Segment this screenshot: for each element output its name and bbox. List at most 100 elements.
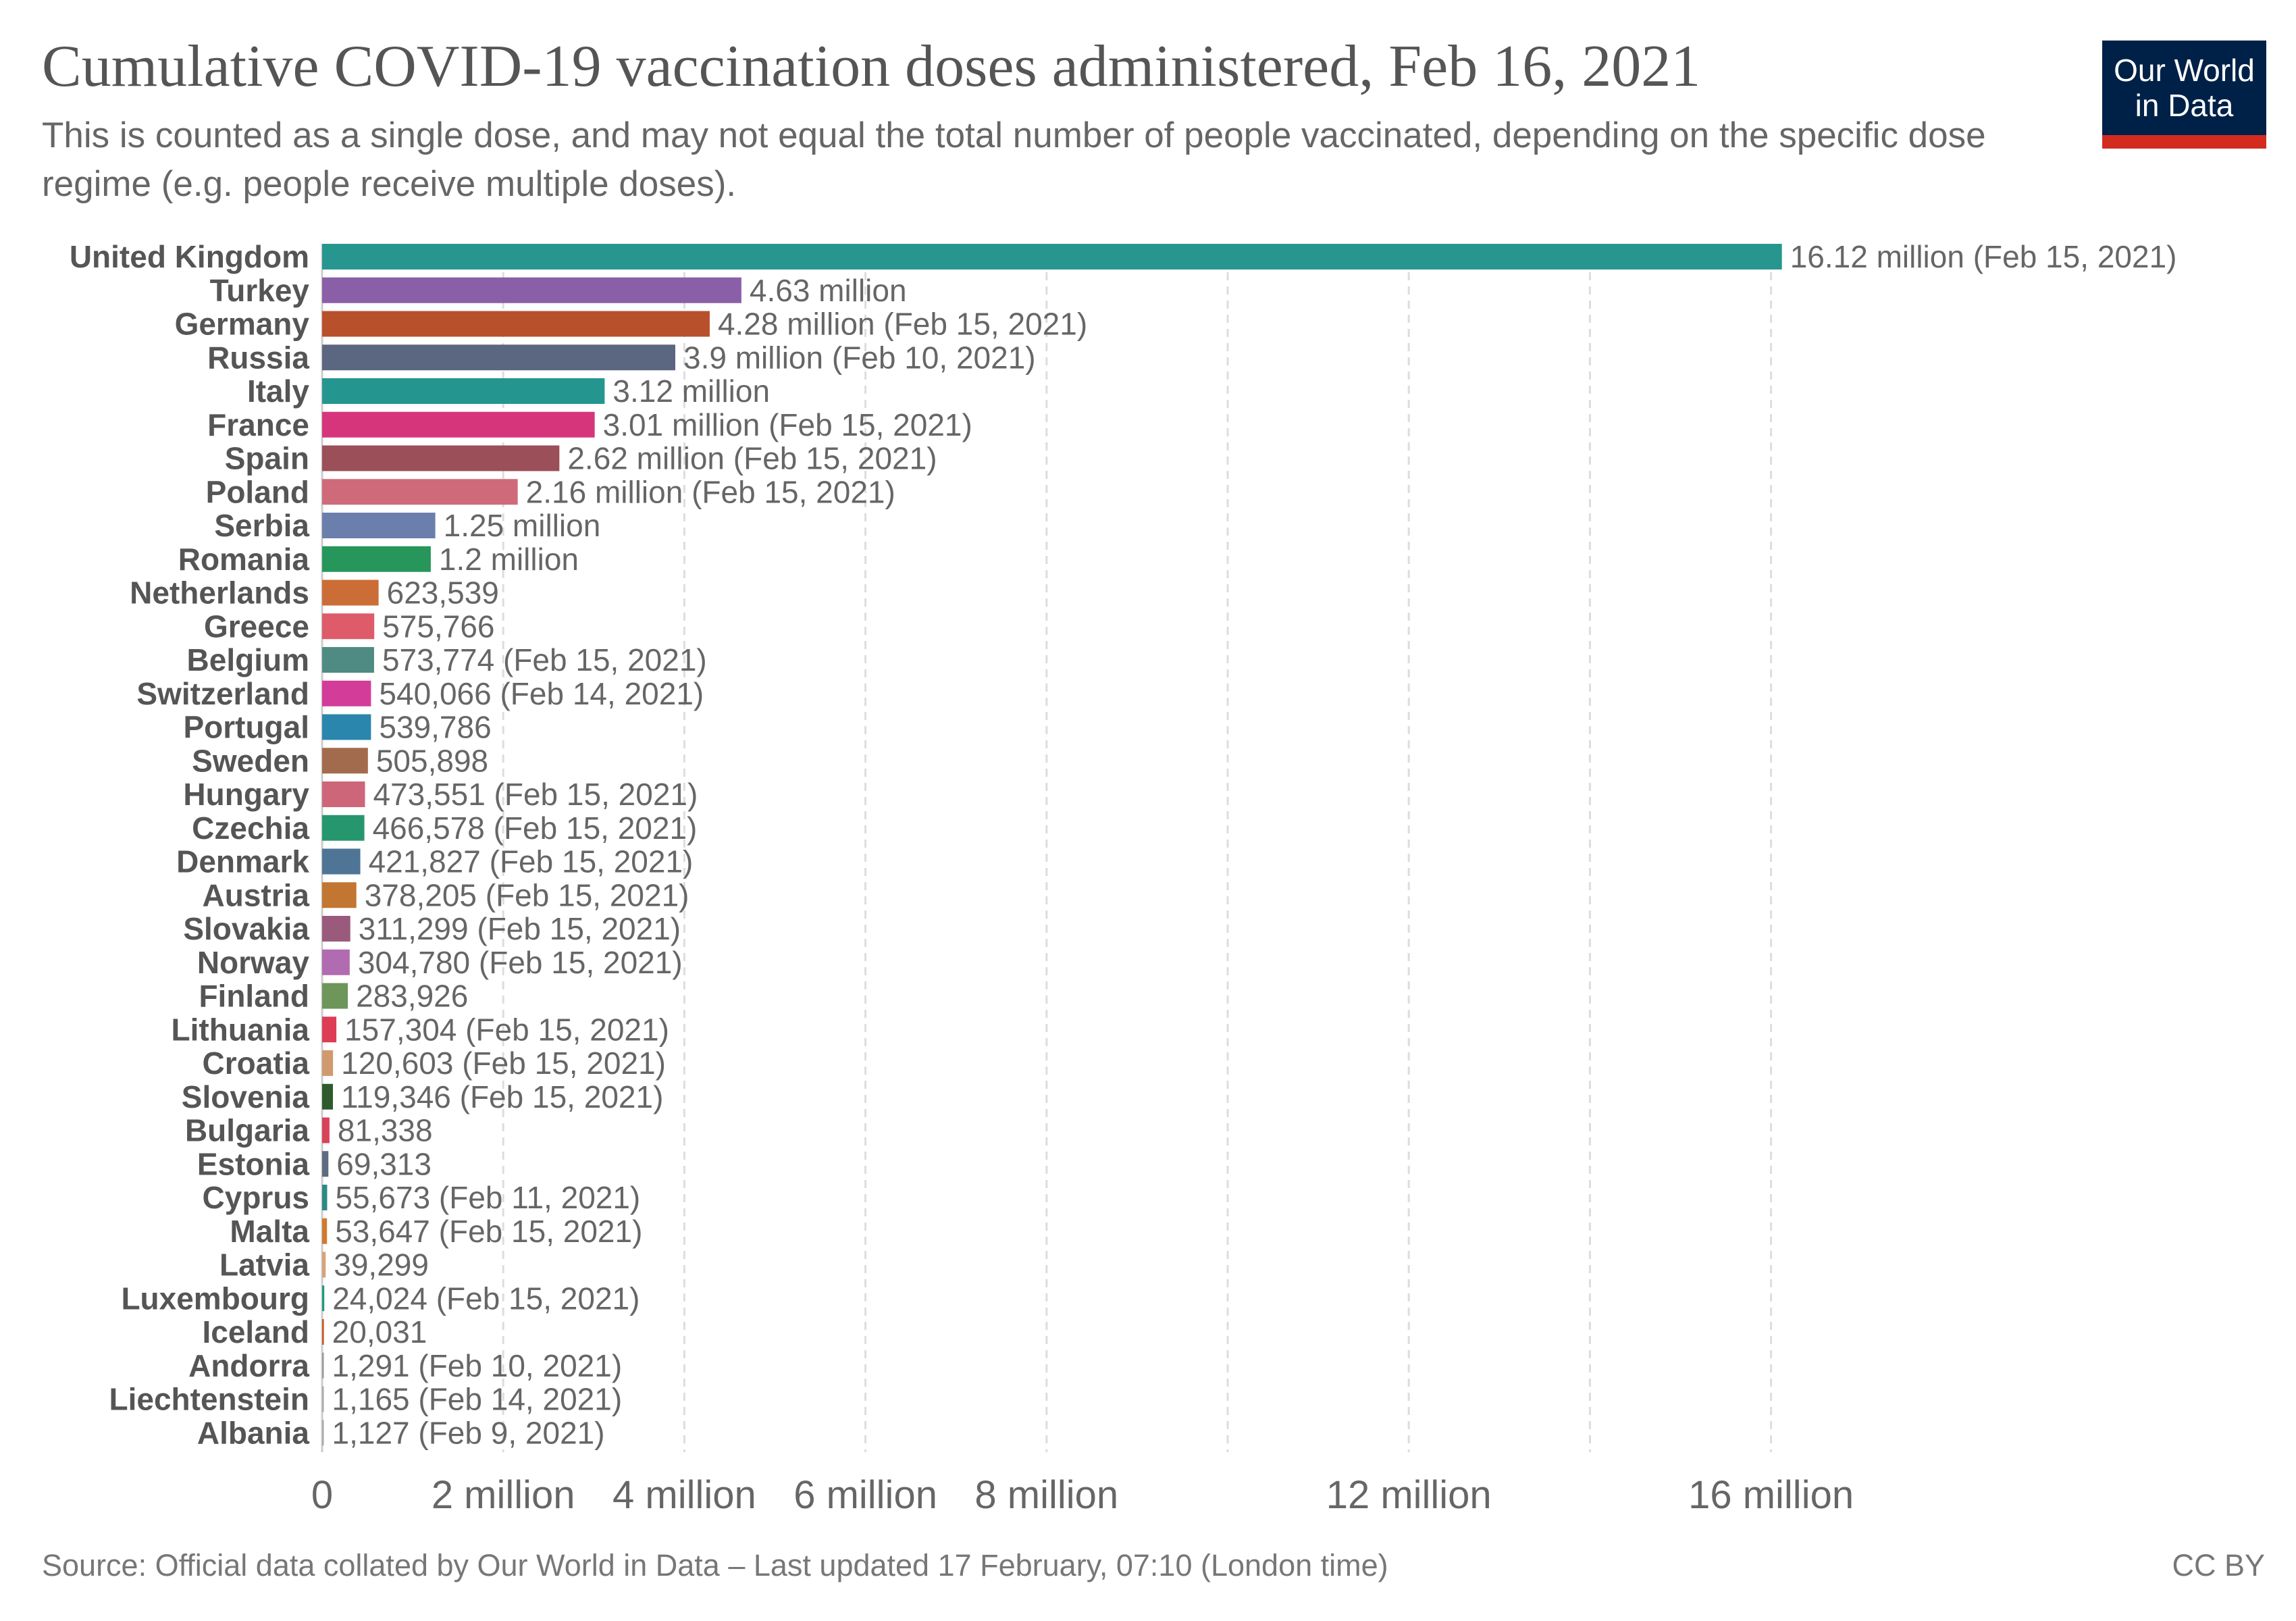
country-label: Russia (207, 340, 309, 375)
source-note: Source: Official data collated by Our Wo… (42, 1548, 1388, 1583)
country-label: Albania (197, 1415, 310, 1450)
value-label: 378,205 (Feb 15, 2021) (365, 877, 689, 912)
bar-austria (322, 882, 357, 908)
country-label: Spain (225, 441, 309, 476)
bar-sweden (322, 748, 368, 774)
bar-malta (322, 1218, 328, 1244)
value-label: 55,673 (Feb 11, 2021) (335, 1180, 640, 1215)
country-label: Croatia (203, 1046, 310, 1081)
value-label: 1,165 (Feb 14, 2021) (332, 1382, 623, 1417)
bar-switzerland (322, 680, 371, 706)
country-label: Poland (206, 474, 309, 509)
country-label: Hungary (183, 777, 309, 812)
country-label: Turkey (210, 273, 310, 308)
value-label: 4.28 million (Feb 15, 2021) (718, 307, 1087, 342)
country-label: Germany (175, 307, 310, 342)
value-label: 505,898 (376, 743, 488, 778)
x-tick-label: 16 million (1688, 1473, 1854, 1517)
country-label: Denmark (176, 844, 309, 879)
country-label: Estonia (197, 1146, 310, 1181)
value-label: 540,066 (Feb 14, 2021) (379, 676, 704, 711)
value-label: 20,031 (332, 1314, 427, 1349)
x-tick-label: 6 million (793, 1473, 937, 1517)
bar-liechtenstein (322, 1386, 324, 1412)
bar-russia (322, 344, 675, 371)
bar-finland (322, 983, 348, 1009)
bar-slovenia (322, 1083, 334, 1110)
value-label: 3.01 million (Feb 15, 2021) (603, 407, 972, 442)
country-label: Malta (230, 1214, 309, 1249)
chart-title: Cumulative COVID-19 vaccination doses ad… (42, 34, 1701, 99)
bar-germany (322, 311, 710, 337)
value-label: 466,578 (Feb 15, 2021) (373, 810, 698, 846)
country-label: Greece (204, 609, 309, 644)
country-label: Belgium (187, 642, 309, 677)
value-label: 119,346 (Feb 15, 2021) (341, 1079, 663, 1114)
value-label: 1.2 million (439, 542, 579, 577)
country-label: Switzerland (136, 676, 309, 711)
bar-bulgaria (322, 1117, 330, 1143)
bar-iceland (322, 1319, 324, 1345)
bar-lithuania (322, 1017, 337, 1043)
bar-croatia (322, 1050, 334, 1076)
bar-romania (322, 546, 431, 572)
value-label: 2.16 million (Feb 15, 2021) (526, 474, 895, 509)
bar-estonia (322, 1151, 329, 1177)
country-label: Netherlands (130, 575, 309, 611)
x-tick-label: 12 million (1326, 1473, 1492, 1517)
x-tick-label: 8 million (974, 1473, 1118, 1517)
value-label: 3.9 million (Feb 10, 2021) (683, 340, 1036, 375)
country-label: Latvia (219, 1247, 309, 1283)
country-label: United Kingdom (70, 239, 309, 274)
bar-czechia (322, 815, 365, 841)
chart-subtitle: This is counted as a single dose, and ma… (42, 115, 1986, 204)
country-label: Italy (247, 374, 309, 409)
bar-greece (322, 613, 375, 640)
value-label: 1,291 (Feb 10, 2021) (332, 1348, 623, 1383)
country-label: Sweden (192, 743, 309, 778)
bar-united-kingdom (322, 244, 1782, 269)
value-label: 1,127 (Feb 9, 2021) (332, 1415, 605, 1450)
value-label: 421,827 (Feb 15, 2021) (369, 844, 694, 879)
bar-latvia (322, 1252, 326, 1278)
bar-serbia (322, 513, 436, 538)
logo-line-1: Our World (2114, 53, 2255, 88)
value-label: 1.25 million (444, 508, 601, 543)
owid-logo[interactable]: Our World in Data (2102, 41, 2266, 149)
value-label: 623,539 (387, 575, 499, 611)
bar-italy (322, 378, 605, 404)
bar-slovakia (322, 916, 350, 942)
country-label: Iceland (202, 1314, 309, 1349)
logo-line-2: in Data (2135, 88, 2234, 123)
value-label: 81,338 (338, 1113, 433, 1148)
country-label: France (207, 407, 309, 442)
value-label: 53,647 (Feb 15, 2021) (335, 1214, 642, 1249)
value-label: 157,304 (Feb 15, 2021) (344, 1012, 669, 1047)
license-link[interactable]: CC BY (2172, 1548, 2265, 1583)
country-label: Liechtenstein (109, 1382, 309, 1417)
bar-luxembourg (322, 1285, 325, 1312)
value-label: 16.12 million (Feb 15, 2021) (1790, 239, 2177, 274)
country-label: Bulgaria (185, 1113, 309, 1148)
bar-poland (322, 479, 518, 505)
value-label: 573,774 (Feb 15, 2021) (382, 642, 707, 677)
value-label: 24,024 (Feb 15, 2021) (332, 1281, 640, 1316)
x-tick-label: 0 (311, 1473, 333, 1517)
country-label: Czechia (192, 810, 309, 846)
country-label: Romania (178, 542, 310, 577)
value-label: 69,313 (336, 1146, 432, 1181)
bar-hungary (322, 781, 365, 807)
value-label: 473,551 (Feb 15, 2021) (373, 777, 698, 812)
bar-norway (322, 949, 350, 975)
country-label: Cyprus (203, 1180, 309, 1215)
country-label: Norway (197, 945, 310, 980)
country-label: Portugal (183, 710, 309, 745)
country-label: Luxembourg (121, 1281, 309, 1316)
country-label: Slovakia (183, 911, 309, 946)
country-label: Austria (203, 877, 310, 912)
value-label: 39,299 (334, 1247, 429, 1283)
bar-netherlands (322, 580, 379, 606)
bar-france (322, 411, 595, 438)
value-label: 311,299 (Feb 15, 2021) (359, 911, 681, 946)
